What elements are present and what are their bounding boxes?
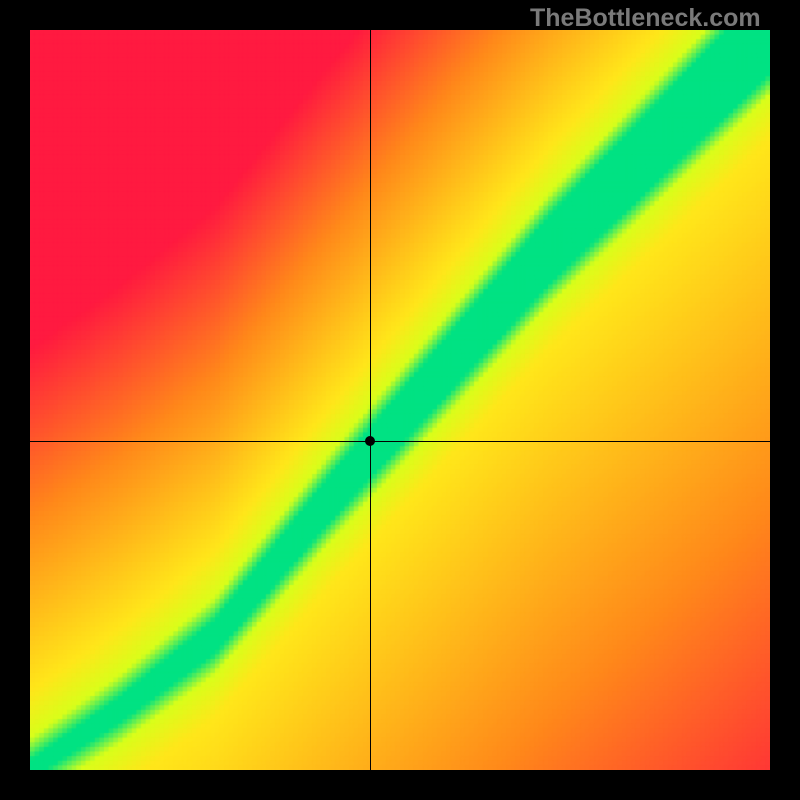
watermark-text: TheBottleneck.com — [530, 4, 761, 33]
crosshair-horizontal — [30, 441, 770, 442]
bottleneck-heatmap — [30, 30, 770, 770]
crosshair-vertical — [370, 30, 371, 770]
